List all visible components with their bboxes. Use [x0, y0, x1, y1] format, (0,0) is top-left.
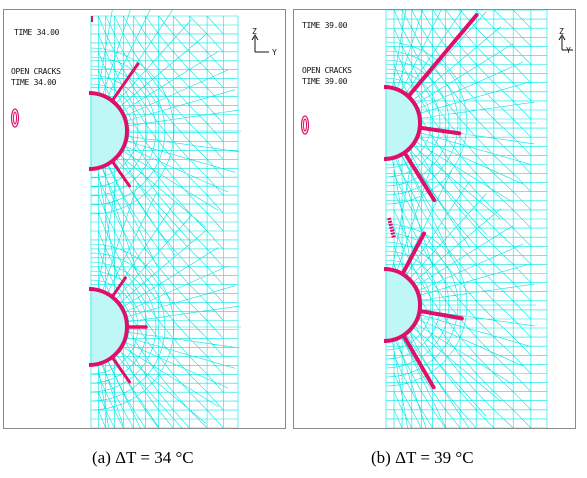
axis-y-label: Y	[272, 48, 277, 57]
axis-triad-icon-a	[251, 34, 269, 53]
panel-b: TIME 39.00 OPEN CRACKS TIME 39.00 Z Y	[293, 9, 576, 429]
axis-z-label: Z	[559, 27, 564, 36]
caption-b: (b) ΔT = 39 °C	[371, 448, 474, 467]
open-cracks-title: OPEN CRACKS	[302, 66, 352, 75]
time-label: TIME 34.00	[14, 28, 60, 37]
panel-a: TIME 34.00 OPEN CRACKS TIME 34.00 Z Y	[3, 9, 286, 429]
crack-legend-icon-a	[10, 108, 20, 128]
crack-legend-icon-b	[300, 115, 310, 135]
mesh-view-b	[300, 10, 573, 428]
time-label: TIME 39.00	[302, 21, 348, 30]
crack-pattern-b	[383, 12, 479, 391]
crack-pattern-a	[88, 16, 149, 385]
mesh-view-a	[10, 10, 269, 428]
open-cracks-time: TIME 34.00	[11, 78, 57, 87]
caption-a: (a) ΔT = 34 °C	[92, 448, 194, 467]
open-cracks-title: OPEN CRACKS	[11, 67, 61, 76]
fe-mesh-b	[385, 10, 548, 428]
open-cracks-time: TIME 39.00	[302, 77, 348, 86]
axis-z-label: Z	[252, 27, 257, 36]
axis-triad-icon-b	[558, 34, 573, 51]
fe-mesh-a	[90, 10, 241, 428]
axis-y-label: Y	[566, 46, 571, 55]
